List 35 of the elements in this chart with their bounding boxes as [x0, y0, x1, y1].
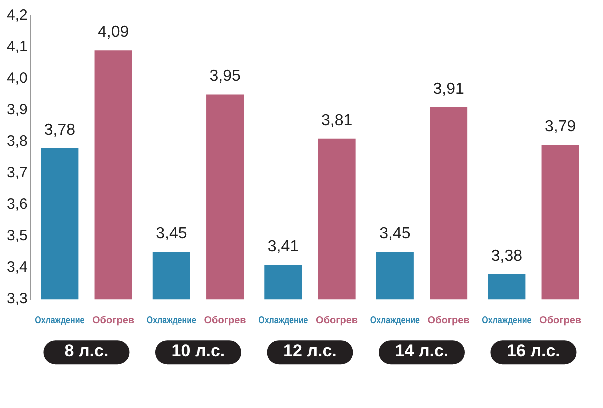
- text: Обогрев: [204, 315, 246, 326]
- y-tick-label: 3,5: [6, 228, 28, 245]
- data-label: 3,79: [544, 118, 576, 136]
- x-tick-label: 14 л.с.: [395, 341, 449, 360]
- y-tick-label: 3,8: [6, 133, 28, 150]
- x-tick-label: 10 л.с.: [172, 341, 226, 360]
- y-tick-label: 4,0: [6, 70, 28, 88]
- data-label: 3,91: [433, 80, 464, 98]
- x-tick-label: 8 л.с.: [64, 341, 109, 360]
- y-tick-label: 3,4: [6, 259, 28, 276]
- text: Охлаждение: [146, 314, 196, 326]
- data-label: 3,41: [268, 238, 300, 256]
- y-tick-label: 3,3: [6, 290, 28, 308]
- y-tick-label: 4,1: [6, 38, 28, 56]
- y-tick-label: 3,9: [6, 102, 28, 119]
- series-label: Обогрев: [92, 315, 135, 326]
- text: Охлаждение: [482, 314, 532, 326]
- series-label: Охлаждение: [35, 314, 85, 326]
- data-label: 3,81: [321, 112, 353, 130]
- x-tick-label: 16 л.с.: [507, 341, 560, 360]
- x-tick-label: 12 л.с.: [284, 341, 337, 360]
- data-label: 3,45: [156, 226, 188, 243]
- text: Охлаждение: [370, 314, 420, 326]
- text: Обогрев: [316, 315, 358, 326]
- data-label: 4,09: [98, 24, 130, 42]
- data-label: 3,45: [380, 226, 411, 243]
- data-label: 3,78: [44, 122, 76, 139]
- y-tick-label: 4,2: [6, 7, 28, 24]
- data-label: 3,38: [491, 248, 523, 265]
- text: Обогрев: [540, 315, 582, 326]
- data-label: 3,95: [210, 68, 241, 86]
- text: Охлаждение: [258, 314, 308, 326]
- y-tick-label: 3,6: [6, 196, 28, 214]
- text: Обогрев: [428, 315, 470, 326]
- y-tick-label: 3,7: [6, 164, 28, 182]
